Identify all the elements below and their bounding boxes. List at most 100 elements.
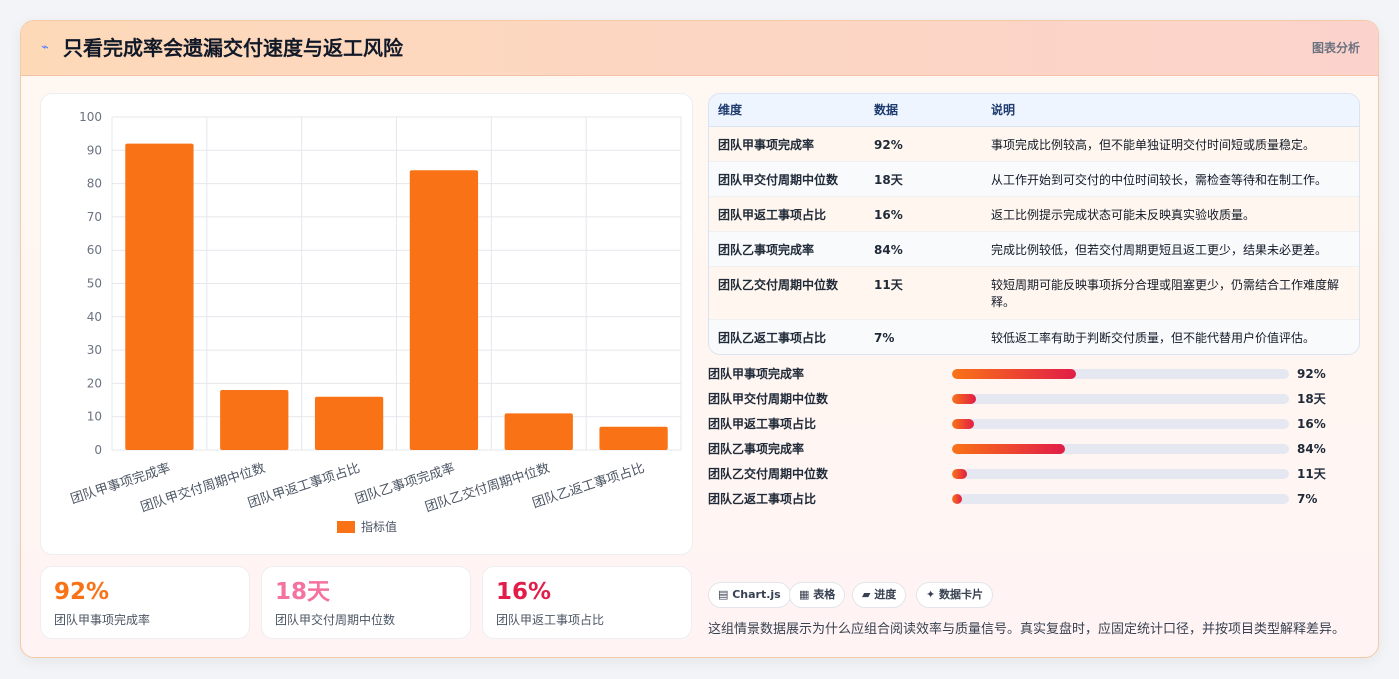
stat-label: 团队甲返工事项占比 (496, 613, 605, 627)
bar[interactable] (314, 396, 384, 450)
y-tick-label: 30 (87, 343, 102, 357)
table-row: 团队甲交付周期中位数 18天 从工作开始到可交付的中位时间较长，需检查等待和在制工作… (709, 162, 1359, 197)
y-tick-label: 0 (94, 443, 102, 457)
table-cell-value: 84% (874, 243, 903, 257)
progress-value: 18天 (1297, 392, 1326, 406)
category-tag: 图表分析 (1311, 41, 1360, 55)
progress-track (952, 394, 1289, 404)
stat-label: 团队甲交付周期中位数 (275, 613, 396, 627)
progress-fill (952, 394, 977, 404)
table-cell-dimension: 团队乙事项完成率 (718, 243, 815, 257)
table-cell-description: 较短周期可能反映事项拆分合理或阻塞更少，仍需结合工作难度解释。 (991, 278, 1340, 309)
y-tick-label: 70 (87, 210, 102, 224)
table-cell-dimension: 团队乙交付周期中位数 (718, 278, 839, 292)
footnote: 这组情景数据展示为什么应组合阅读效率与质量信号。真实复盘时，应固定统计口径，并按… (708, 622, 1346, 637)
progress-track (952, 419, 1289, 429)
card-header: ⌁ 只看完成率会遗漏交付速度与返工风险 图表分析 (21, 21, 1378, 76)
table-cell-description: 事项完成比例较高，但不能单独证明交付时间短或质量稳定。 (991, 138, 1316, 152)
table-cell-value: 92% (874, 138, 903, 152)
table-cell-dimension: 团队甲事项完成率 (718, 138, 815, 152)
chip-sparkle[interactable]: ✦ 数据卡片 (916, 582, 994, 608)
y-tick-label: 60 (87, 243, 102, 257)
legend-label: 指标值 (361, 519, 397, 534)
stat-card: 92% 团队甲事项完成率 (40, 566, 250, 639)
bar-chart-svg: 0102030405060708090100团队甲事项完成率团队甲交付周期中位数… (68, 110, 682, 534)
progress-value: 84% (1297, 442, 1326, 456)
table-cell-description: 从工作开始到可交付的中位时间较长，需检查等待和在制工作。 (991, 173, 1328, 187)
stat-card: 16% 团队甲返工事项占比 (482, 566, 692, 639)
progress-row: 团队乙交付周期中位数 11天 (708, 464, 1348, 484)
progress-row: 团队甲返工事项占比 16% (708, 414, 1348, 434)
progress-fill (952, 444, 1066, 454)
page-title: 只看完成率会遗漏交付速度与返工风险 (63, 36, 403, 60)
progress-row: 团队乙返工事项占比 7% (708, 489, 1348, 509)
bar-chart: 0 10 20 30 40 50 60 70 80 90 100 团队甲事项完成率 团队甲交付周期中位数… (40, 93, 693, 555)
stat-label: 团队甲事项完成率 (54, 613, 151, 627)
progress-value: 92% (1297, 367, 1326, 381)
data-table: 维度 数据 说明 团队甲事项完成率 92% 事项完成比例较高，但不能单独证明交付时间… (708, 93, 1360, 355)
table-row: 团队乙交付周期中位数 11天 较短周期可能反映事项拆分合理或阻塞更少，仍需结合工作难… (709, 267, 1359, 320)
chip-table[interactable]: ▦ 表格 (789, 582, 846, 608)
y-tick-label: 80 (87, 177, 102, 191)
table-row: 团队乙返工事项占比 7% 较低返工率有助于判断交付质量，但不能代替用户价值评估。 (709, 320, 1359, 354)
progress-label: 团队甲交付周期中位数 (708, 392, 829, 406)
y-tick-label: 50 (87, 277, 102, 291)
bar[interactable] (599, 426, 668, 450)
table-cell-dimension: 团队甲交付周期中位数 (718, 173, 839, 187)
y-tick-label: 100 (79, 110, 102, 124)
table-cell-value: 16% (874, 208, 903, 222)
progress-fill (952, 494, 963, 504)
progress-track (952, 469, 1289, 479)
progress-fill (952, 419, 974, 429)
legend-swatch (337, 521, 355, 533)
y-tick-label: 90 (87, 143, 102, 157)
table-cell-dimension: 团队甲返工事项占比 (718, 208, 827, 222)
chip-chart[interactable]: ▤ Chart.js (708, 582, 791, 608)
progress-label: 团队乙交付周期中位数 (708, 467, 829, 481)
progress-row: 团队乙事项完成率 84% (708, 439, 1348, 459)
table-cell-dimension: 团队乙返工事项占比 (718, 331, 827, 345)
table-header: 维度 数据 说明 (709, 94, 1359, 127)
table-row: 团队乙事项完成率 84% 完成比例较低，但若交付周期更短且返工更少，结果未必更差。 (709, 232, 1359, 267)
bar[interactable] (504, 413, 573, 450)
stat-value: 18天 (275, 579, 331, 605)
y-tick-label: 40 (87, 310, 102, 324)
progress-fill (952, 369, 1077, 379)
stat-value: 16% (496, 579, 552, 605)
progress-label: 团队甲返工事项占比 (708, 417, 817, 431)
progress-row: 团队甲交付周期中位数 18天 (708, 389, 1348, 409)
bar[interactable] (220, 390, 289, 450)
y-tick-label: 20 (87, 376, 102, 390)
table-cell-value: 7% (874, 331, 895, 345)
progress-value: 16% (1297, 417, 1326, 431)
progress-label: 团队乙返工事项占比 (708, 492, 817, 506)
table-header-description: 说明 (991, 103, 1016, 117)
chip-progress[interactable]: ▰ 进度 (852, 582, 907, 608)
table-header-dimension: 维度 (718, 103, 743, 117)
chart-legend[interactable]: 指标值 (337, 519, 397, 534)
progress-track (952, 369, 1289, 379)
y-tick-label: 10 (87, 410, 102, 424)
progress-value: 7% (1297, 492, 1318, 506)
progress-fill (952, 469, 967, 479)
stat-card: 18天团队甲交付周期中位数 (261, 566, 471, 639)
table-row: 团队甲返工事项占比 16% 返工比例提示完成状态可能未反映真实验收质量。 (709, 197, 1359, 232)
table-cell-description: 完成比例较低，但若交付周期更短且返工更少，结果未必更差。 (991, 243, 1328, 257)
progress-label: 团队乙事项完成率 (708, 442, 805, 456)
spark-icon: ⌁ (41, 40, 49, 55)
table-header-value: 数据 (874, 103, 899, 117)
table-cell-description: 较低返工率有助于判断交付质量，但不能代替用户价值评估。 (991, 331, 1316, 345)
table-row: 团队甲事项完成率 92% 事项完成比例较高，但不能单独证明交付时间短或质量稳定。 (709, 127, 1359, 162)
table-cell-description: 返工比例提示完成状态可能未反映真实验收质量。 (991, 208, 1256, 222)
bar[interactable] (125, 143, 194, 450)
progress-track (952, 444, 1289, 454)
progress-label: 团队甲事项完成率 (708, 367, 805, 381)
table-cell-value: 18天 (874, 173, 903, 187)
progress-row: 团队甲事项完成率 92% (708, 364, 1348, 384)
stat-value: 92% (54, 579, 110, 605)
bar[interactable] (409, 170, 479, 450)
table-cell-value: 11天 (874, 278, 903, 292)
progress-value: 11天 (1297, 467, 1326, 481)
chart-card: ⌁ 只看完成率会遗漏交付速度与返工风险 图表分析 0 10 20 30 40 50 60 70… (20, 20, 1379, 658)
progress-track (952, 494, 1289, 504)
